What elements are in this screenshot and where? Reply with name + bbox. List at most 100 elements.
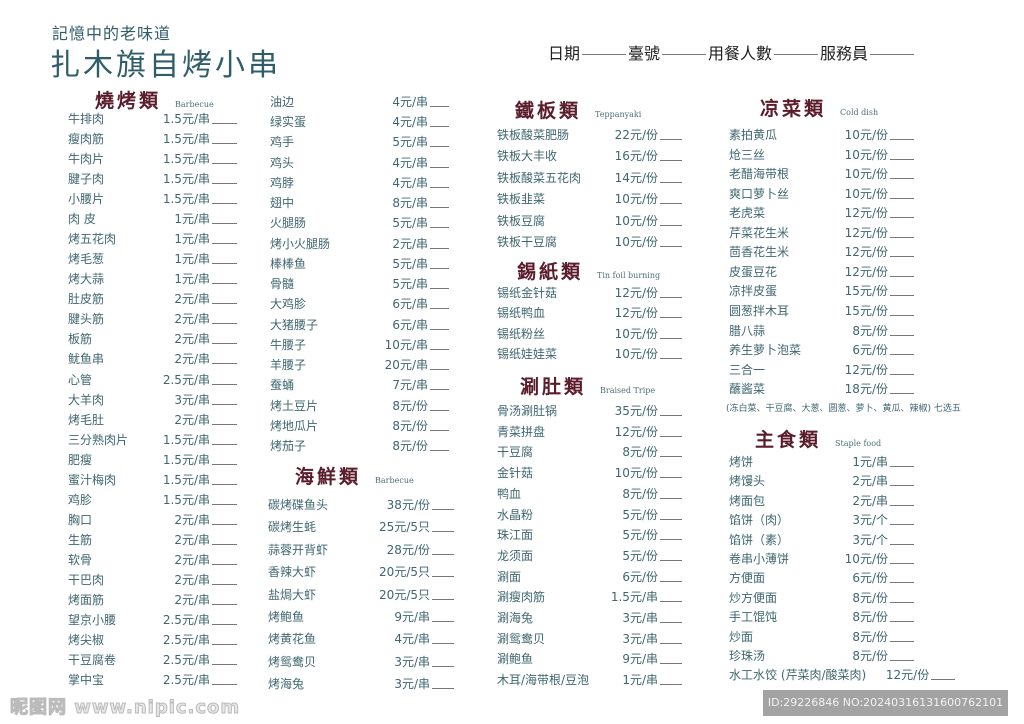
quantity-blank[interactable] [890,246,914,258]
quantity-blank[interactable] [660,236,682,247]
quantity-blank[interactable] [890,611,914,623]
date-blank[interactable] [582,40,627,55]
quantity-blank[interactable] [212,474,237,485]
quantity-blank[interactable] [660,150,682,162]
quantity-blank[interactable] [660,287,682,298]
quantity-blank[interactable] [660,653,682,665]
quantity-blank[interactable] [660,446,682,458]
quantity-blank[interactable] [212,594,237,605]
quantity-blank[interactable] [660,467,682,479]
quantity-blank[interactable] [212,213,237,225]
quantity-blank[interactable] [890,514,914,526]
quantity-blank[interactable] [430,258,449,269]
quantity-blank[interactable] [212,353,237,365]
quantity-blank[interactable] [432,521,454,533]
quantity-blank[interactable] [890,207,914,219]
quantity-blank[interactable] [212,293,237,305]
quantity-blank[interactable] [212,654,237,666]
quantity-blank[interactable] [430,400,449,411]
quantity-blank[interactable] [430,177,449,188]
quantity-blank[interactable] [212,173,237,185]
quantity-blank[interactable] [660,172,682,183]
quantity-blank[interactable] [660,328,682,339]
quantity-blank[interactable] [432,611,454,622]
quantity-blank[interactable] [212,614,237,625]
quantity-blank[interactable] [890,383,914,395]
quantity-blank[interactable] [432,656,454,667]
quantity-blank[interactable] [432,544,454,555]
quantity-blank[interactable] [212,554,237,565]
quantity-blank[interactable] [890,650,914,661]
quantity-blank[interactable] [890,553,914,564]
quantity-blank[interactable] [890,495,914,506]
quantity-blank[interactable] [212,273,237,285]
guests-blank[interactable] [774,40,819,55]
quantity-blank[interactable] [890,168,914,180]
quantity-blank[interactable] [890,149,914,160]
quantity-blank[interactable] [430,339,449,350]
quantity-blank[interactable] [430,217,449,229]
quantity-blank[interactable] [890,572,914,584]
quantity-blank[interactable] [660,348,682,359]
quantity-blank[interactable] [660,405,682,416]
quantity-blank[interactable] [660,550,682,561]
quantity-blank[interactable] [432,499,454,510]
quantity-blank[interactable] [212,394,237,405]
quantity-blank[interactable] [430,379,449,391]
quantity-blank[interactable] [212,333,237,345]
quantity-blank[interactable] [660,674,682,686]
quantity-blank[interactable] [212,494,237,505]
quantity-blank[interactable] [660,488,682,499]
waiter-blank[interactable] [870,40,915,55]
quantity-blank[interactable] [430,440,449,452]
quantity-blank[interactable] [430,420,449,431]
quantity-blank[interactable] [212,674,237,686]
quantity-blank[interactable] [890,266,914,277]
quantity-blank[interactable] [890,325,914,336]
quantity-blank[interactable] [430,298,449,310]
quantity-blank[interactable] [890,475,914,487]
quantity-blank[interactable] [430,136,449,148]
quantity-blank[interactable] [890,285,914,297]
quantity-blank[interactable] [890,305,914,316]
quantity-blank[interactable] [890,344,914,356]
quantity-blank[interactable] [890,129,914,140]
quantity-blank[interactable] [890,592,914,603]
quantity-blank[interactable] [212,253,237,265]
quantity-blank[interactable] [212,374,237,385]
quantity-blank[interactable] [890,364,914,375]
table-blank[interactable] [662,40,707,55]
quantity-blank[interactable] [660,571,682,582]
quantity-blank[interactable] [212,534,237,545]
quantity-blank[interactable] [430,157,449,168]
quantity-blank[interactable] [212,434,237,445]
quantity-blank[interactable] [660,633,682,644]
quantity-blank[interactable] [432,678,454,690]
quantity-blank[interactable] [660,215,682,226]
quantity-blank[interactable] [430,238,449,249]
quantity-blank[interactable] [212,113,237,124]
quantity-blank[interactable] [212,133,237,145]
quantity-blank[interactable] [430,197,449,209]
quantity-blank[interactable] [430,116,449,128]
quantity-blank[interactable] [212,574,237,585]
quantity-blank[interactable] [432,633,454,645]
quantity-blank[interactable] [430,359,449,371]
quantity-blank[interactable] [890,534,914,545]
quantity-blank[interactable] [212,454,237,465]
quantity-blank[interactable] [890,631,914,642]
quantity-blank[interactable] [212,233,237,245]
quantity-blank[interactable] [432,566,454,578]
quantity-blank[interactable] [212,153,237,165]
quantity-blank[interactable] [212,634,237,646]
quantity-blank[interactable] [430,96,449,107]
quantity-blank[interactable] [432,589,454,600]
quantity-blank[interactable] [931,669,956,681]
quantity-blank[interactable] [660,426,682,437]
quantity-blank[interactable] [212,414,237,425]
quantity-blank[interactable] [212,193,237,205]
quantity-blank[interactable] [890,188,914,199]
quantity-blank[interactable] [890,456,914,467]
quantity-blank[interactable] [430,319,449,330]
quantity-blank[interactable] [660,612,682,623]
